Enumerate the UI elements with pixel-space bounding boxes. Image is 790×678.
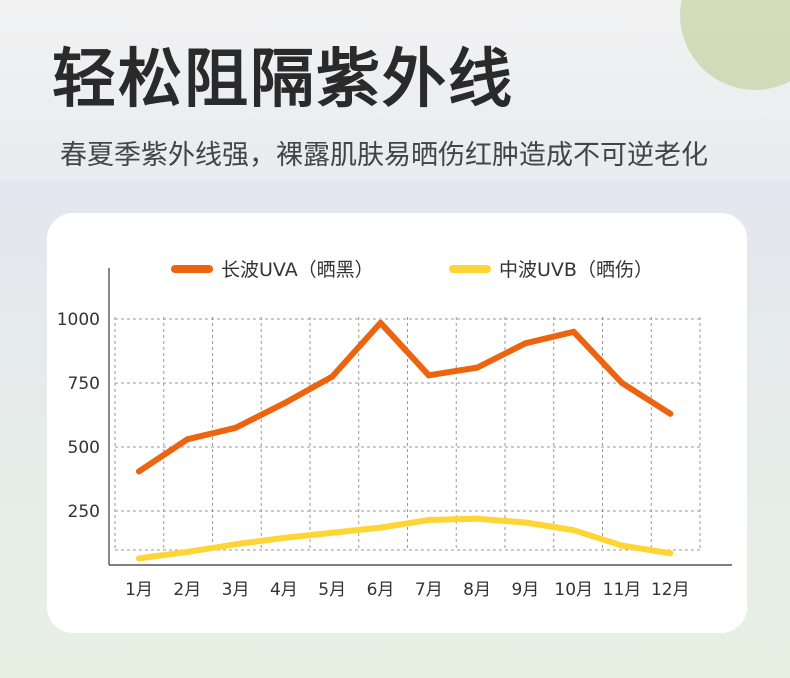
x-tick-label: 3月 — [222, 580, 250, 600]
header-background — [0, 0, 790, 180]
x-tick-label: 2月 — [173, 580, 201, 600]
x-tick-label: 8月 — [463, 580, 491, 600]
series-line-uvb — [136, 515, 674, 562]
chart-card: 250 500 750 1000 1月 2月 3月 4月 5月 6月 7月 8月 9月 10月 11月 12月… — [47, 213, 747, 633]
data-point-uvb — [619, 542, 625, 549]
data-point-uva — [184, 436, 191, 443]
y-tick-label: 750 — [68, 374, 100, 394]
data-point-uva — [280, 400, 287, 407]
data-point-uva — [619, 380, 625, 386]
data-point-uvb — [522, 519, 529, 526]
data-point-uva — [474, 364, 481, 371]
page-subtitle: 春夏季紫外线强，裸露肌肤易晒伤红肿造成不可逆老化 — [60, 140, 708, 171]
data-point-uva — [570, 328, 577, 335]
x-tick-label: 11月 — [603, 580, 642, 600]
x-tick-label: 9月 — [511, 580, 539, 600]
data-point-uvb — [667, 550, 674, 557]
series-line-uva — [136, 319, 674, 475]
x-tick-label: 6月 — [367, 580, 395, 600]
data-point-uvb — [232, 541, 239, 548]
data-point-uvb — [184, 548, 191, 555]
uv-line-chart: 250 500 750 1000 1月 2月 3月 4月 5月 6月 7月 8月 9月 10月 11月 12月… — [57, 259, 732, 600]
x-tick-label: 10月 — [554, 580, 593, 600]
x-tick-label: 5月 — [318, 580, 346, 600]
data-point-uva — [522, 340, 529, 347]
y-tick-label: 250 — [68, 502, 100, 522]
page-title: 轻松阻隔紫外线 — [52, 43, 514, 117]
data-point-uvb — [280, 534, 287, 541]
data-point-uvb — [377, 524, 384, 531]
data-point-uvb — [425, 516, 432, 523]
legend-label-uvb: 中波UVB（晒伤） — [499, 259, 653, 281]
data-point-uva — [232, 424, 239, 431]
x-tick-label: 7月 — [415, 580, 443, 600]
data-point-uvb — [136, 555, 142, 562]
data-point-uva — [425, 372, 432, 379]
data-point-uvb — [474, 515, 481, 522]
y-tick-label: 1000 — [57, 310, 100, 330]
data-point-uva — [329, 373, 336, 380]
x-tick-label: 1月 — [125, 580, 153, 600]
x-tick-label: 12月 — [651, 580, 690, 600]
data-point-uva — [377, 319, 384, 326]
data-point-uvb — [570, 527, 577, 534]
data-point-uva — [667, 410, 674, 417]
data-point-uva — [136, 468, 142, 475]
legend-label-uva: 长波UVA（晒黑） — [221, 259, 374, 281]
x-tick-label: 4月 — [270, 580, 298, 600]
data-point-uvb — [329, 529, 336, 536]
y-tick-label: 500 — [68, 438, 100, 458]
